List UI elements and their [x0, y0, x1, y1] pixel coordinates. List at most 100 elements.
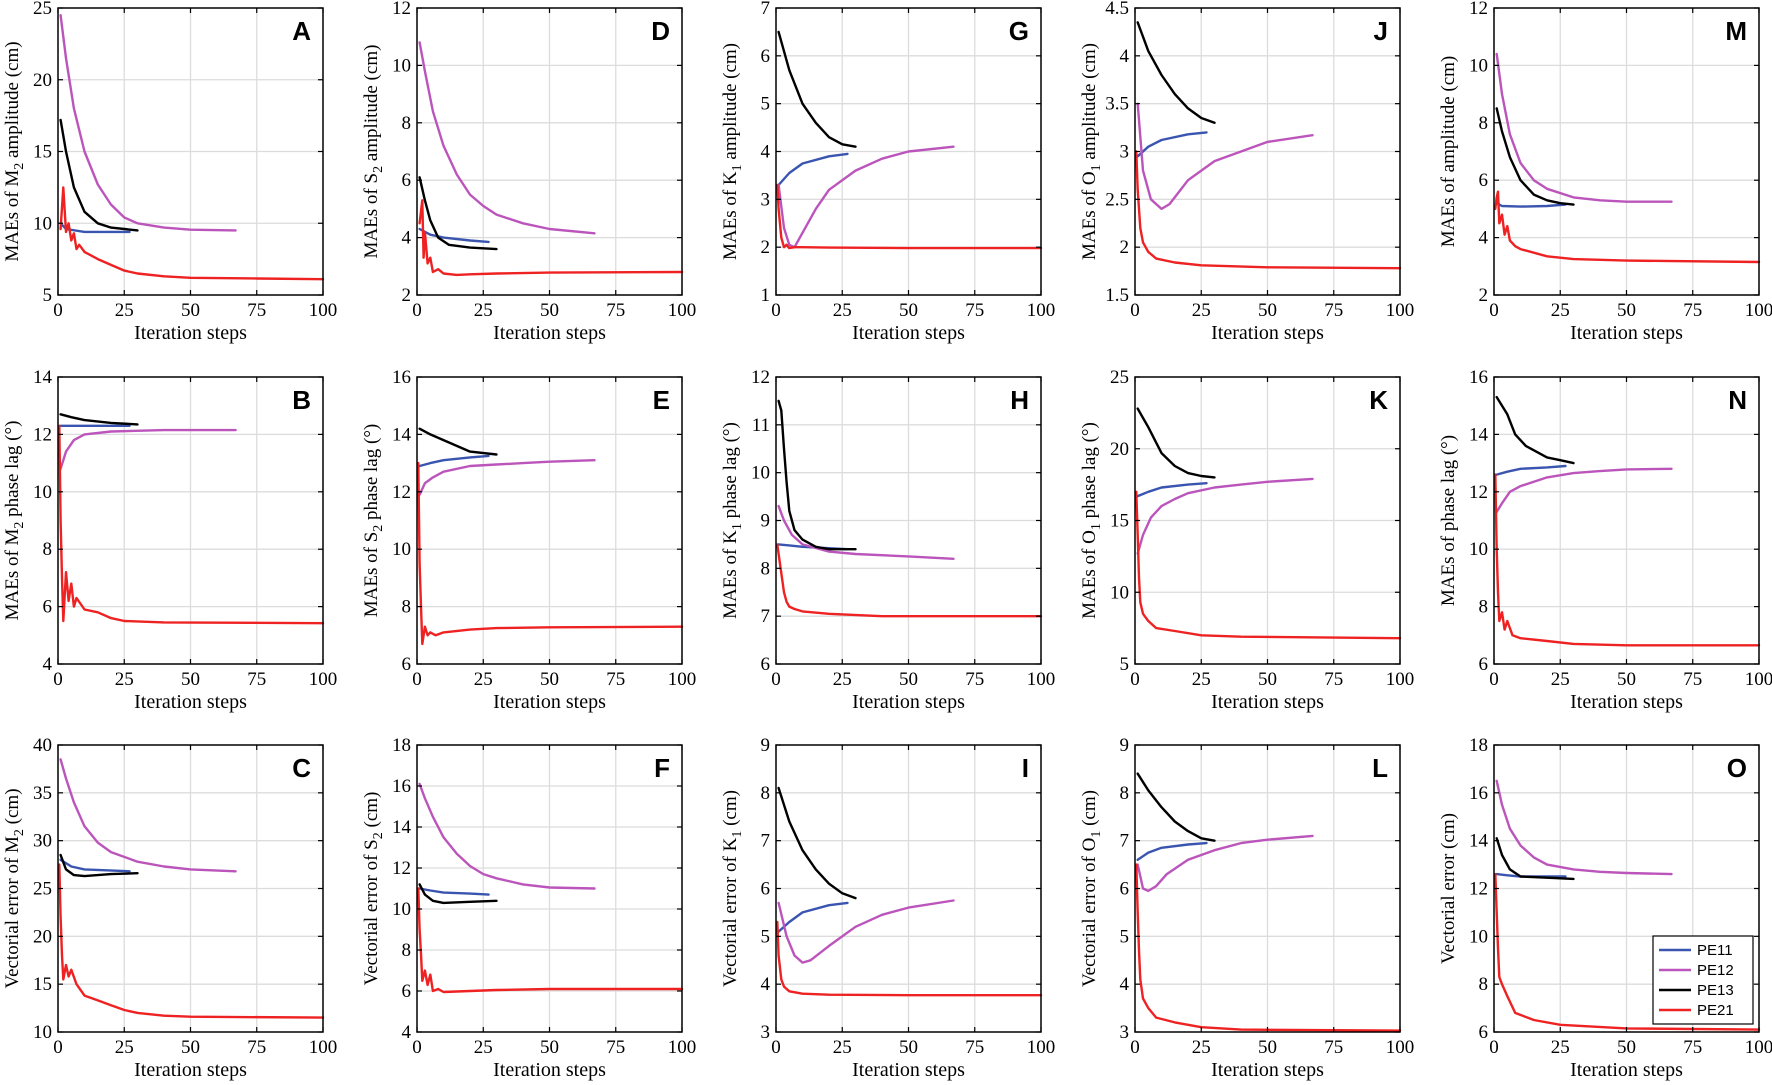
y-tick-label: 1 — [761, 285, 771, 306]
y-tick-label: 4 — [1479, 228, 1489, 249]
x-tick-label: 75 — [606, 300, 625, 321]
y-tick-label: 4 — [761, 142, 771, 163]
series-line-pe13 — [1495, 837, 1575, 881]
y-tick-label: 18 — [1469, 735, 1488, 756]
x-tick-label: 75 — [965, 1037, 984, 1058]
y-tick-label: 12 — [392, 0, 411, 19]
y-tick-label: 9 — [1120, 735, 1130, 756]
panel-letter: G — [1009, 16, 1029, 46]
y-tick-label: 5 — [1120, 654, 1130, 675]
y-tick-label: 7 — [761, 0, 771, 19]
x-tick-label: 75 — [606, 1037, 625, 1058]
y-tick-label: 6 — [761, 879, 771, 900]
series-line-pe13 — [1495, 395, 1575, 465]
x-axis-label: Iteration steps — [134, 691, 247, 713]
x-tick-label: 50 — [899, 1037, 918, 1058]
y-tick-label: 3 — [761, 189, 771, 210]
x-tick-label: 50 — [899, 300, 918, 321]
x-tick-label: 100 — [668, 669, 697, 690]
y-tick-label: 2.5 — [1105, 189, 1129, 210]
series-line-pe11 — [59, 222, 131, 234]
x-tick-label: 25 — [1551, 300, 1570, 321]
y-tick-label: 8 — [402, 597, 412, 618]
x-axis-label: Iteration steps — [1570, 691, 1683, 713]
x-tick-label: 75 — [1683, 300, 1702, 321]
series-line-pe12 — [1136, 102, 1314, 211]
y-tick-label: 4 — [43, 654, 53, 675]
legend-label: PE13 — [1697, 982, 1734, 999]
series-line-pe11 — [777, 152, 849, 187]
x-tick-label: 0 — [771, 1037, 781, 1058]
x-tick-label: 50 — [1617, 669, 1636, 690]
panel-letter: N — [1728, 385, 1747, 415]
y-tick-label: 30 — [33, 831, 52, 852]
y-tick-label: 20 — [33, 70, 52, 91]
x-tick-label: 75 — [247, 1037, 266, 1058]
panel-letter: H — [1010, 385, 1029, 415]
series-line-pe11 — [1136, 841, 1208, 861]
y-axis-label: Vectorial error of O1 (cm) — [1079, 790, 1104, 987]
x-tick-label: 0 — [53, 300, 63, 321]
y-tick-label: 10 — [1469, 55, 1488, 76]
y-tick-label: 25 — [33, 0, 52, 19]
x-axis-label: Iteration steps — [134, 322, 247, 344]
x-tick-label: 50 — [181, 300, 200, 321]
x-tick-label: 50 — [1258, 669, 1277, 690]
y-tick-label: 8 — [761, 558, 771, 579]
series-line-pe13 — [59, 413, 139, 426]
x-tick-label: 25 — [474, 1037, 493, 1058]
y-tick-label: 20 — [33, 926, 52, 947]
series-line-pe11 — [418, 887, 490, 896]
series-line-pe21 — [58, 863, 325, 1019]
series-line-pe11 — [1495, 464, 1567, 476]
x-tick-label: 100 — [309, 1037, 338, 1058]
x-tick-label: 25 — [1192, 1037, 1211, 1058]
series-line-pe11 — [1495, 202, 1567, 208]
x-axis-label: Iteration steps — [1211, 1059, 1324, 1081]
series-line-pe13 — [1136, 772, 1216, 842]
series-line-pe11 — [418, 227, 490, 244]
series-line-pe11 — [59, 858, 131, 873]
panel-letter: F — [654, 753, 670, 783]
y-tick-label: 6 — [1479, 654, 1489, 675]
series-line-pe21 — [418, 199, 684, 277]
y-tick-label: 25 — [33, 879, 52, 900]
y-tick-label: 8 — [1479, 974, 1489, 995]
y-tick-label: 6 — [402, 654, 412, 675]
y-tick-label: 14 — [1469, 424, 1489, 445]
panel-letter: K — [1369, 385, 1388, 415]
panel-letter: E — [653, 385, 670, 415]
y-tick-label: 15 — [33, 142, 52, 163]
y-tick-label: 10 — [1110, 582, 1129, 603]
series-line-pe12 — [59, 758, 237, 873]
x-tick-label: 25 — [833, 669, 852, 690]
y-tick-label: 40 — [33, 735, 52, 756]
panel-letter: D — [651, 16, 670, 46]
y-tick-label: 16 — [1469, 367, 1488, 388]
x-tick-label: 25 — [474, 300, 493, 321]
legend: PE11 PE12 PE13 PE21 — [1652, 935, 1754, 1025]
series-line-pe13 — [59, 853, 139, 878]
x-tick-label: 75 — [965, 669, 984, 690]
y-axis-label: MAEs of O1 amplitude (cm) — [1079, 43, 1104, 260]
x-tick-label: 0 — [1489, 1037, 1499, 1058]
series-line-pe13 — [1495, 107, 1575, 206]
y-axis-label: Vectorial error of K1 (cm) — [720, 790, 745, 987]
y-tick-label: 6 — [1479, 170, 1489, 191]
panel-letter: C — [292, 753, 311, 783]
series-line-pe13 — [418, 176, 498, 251]
x-tick-label: 25 — [1192, 669, 1211, 690]
x-axis-label: Iteration steps — [852, 322, 965, 344]
panel-E: 0 25 50 75 100 6 8 10 12 14 16 Iteration steps MAEs … — [361, 367, 696, 713]
x-tick-label: 25 — [115, 300, 134, 321]
y-tick-label: 2 — [1120, 237, 1130, 258]
x-tick-label: 100 — [1745, 1037, 1772, 1058]
y-tick-label: 9 — [761, 511, 771, 532]
panel-C: 0 25 50 75 100 10 15 20 25 30 35 40 Iteration steps V… — [2, 735, 337, 1081]
x-tick-label: 0 — [1489, 669, 1499, 690]
x-axis-label: Iteration steps — [1570, 1059, 1683, 1081]
y-tick-label: 10 — [33, 1022, 52, 1043]
y-tick-label: 5 — [43, 285, 53, 306]
x-tick-label: 25 — [115, 669, 134, 690]
